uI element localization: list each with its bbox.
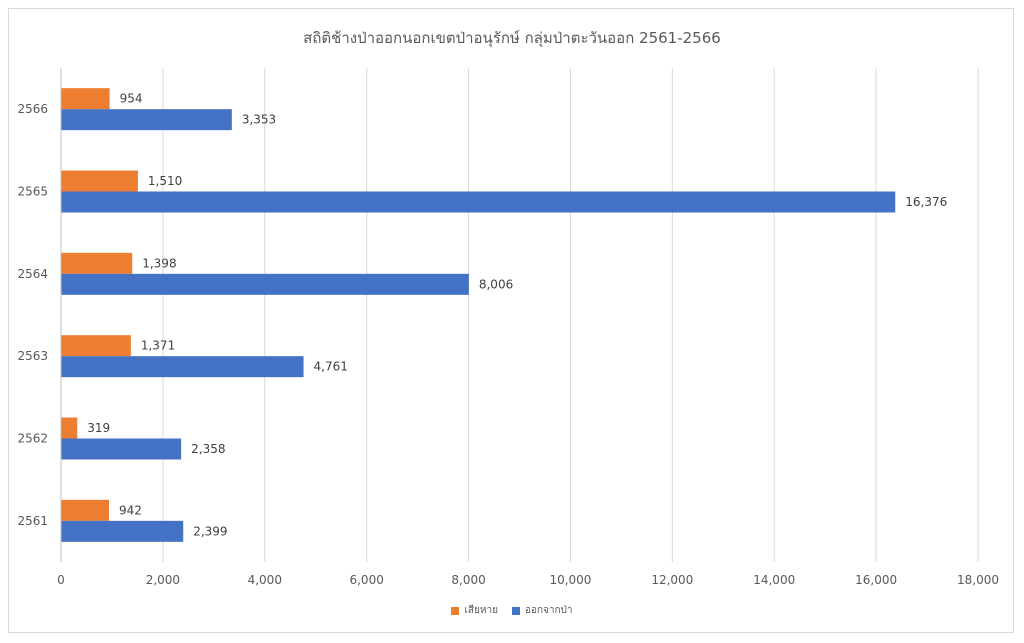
x-tick-label: 2,000 (146, 573, 180, 587)
x-tick-label: 4,000 (248, 573, 282, 587)
bar-damage (61, 335, 131, 357)
x-tick-label: 18,000 (957, 573, 999, 587)
category-label: 2561 (17, 514, 48, 528)
bar-left-forest (61, 191, 896, 213)
legend: เสียหาย ออกจากป่า (0, 603, 1024, 618)
data-label: 16,376 (905, 195, 947, 209)
data-label: 8,006 (479, 277, 513, 291)
bar-left-forest (61, 273, 469, 295)
category-label: 2565 (17, 185, 48, 199)
category-label: 2566 (17, 102, 48, 116)
bar-damage (61, 417, 78, 439)
legend-item-left-forest: ออกจากป่า (511, 603, 573, 618)
x-tick-label: 16,000 (855, 573, 897, 587)
category-label: 2564 (17, 267, 48, 281)
legend-item-damage: เสียหาย (451, 603, 498, 618)
bar-damage (61, 170, 138, 192)
data-label: 1,371 (141, 339, 175, 353)
category-label: 2563 (17, 349, 48, 363)
data-label: 942 (119, 503, 142, 517)
x-tick-label: 8,000 (451, 573, 485, 587)
data-label: 954 (120, 92, 143, 106)
data-label: 2,399 (193, 524, 227, 538)
x-tick-label: 0 (57, 573, 65, 587)
legend-label-left-forest: ออกจากป่า (524, 605, 573, 616)
data-label: 1,510 (148, 174, 182, 188)
bar-left-forest (61, 356, 304, 378)
bar-damage (61, 252, 133, 274)
data-label: 4,761 (314, 360, 348, 374)
legend-swatch-left-forest (511, 606, 520, 615)
legend-swatch-damage (451, 606, 460, 615)
category-label: 2562 (17, 432, 48, 446)
bar-damage (61, 88, 110, 110)
x-tick-label: 12,000 (651, 573, 693, 587)
x-tick-label: 10,000 (549, 573, 591, 587)
bar-damage (61, 499, 109, 521)
bar-left-forest (61, 109, 232, 131)
x-tick-label: 14,000 (753, 573, 795, 587)
data-label: 3,353 (242, 113, 276, 127)
data-label: 319 (87, 421, 110, 435)
bar-left-forest (61, 520, 184, 542)
chart-title: สถิติช้างป่าออกนอกเขตป่าอนุรักษ์ กลุ่มป่… (303, 29, 721, 47)
data-label: 1,398 (142, 256, 176, 270)
x-tick-label: 6,000 (349, 573, 383, 587)
legend-label-damage: เสียหาย (464, 605, 498, 616)
bar-left-forest (61, 438, 182, 460)
data-label: 2,358 (191, 442, 225, 456)
